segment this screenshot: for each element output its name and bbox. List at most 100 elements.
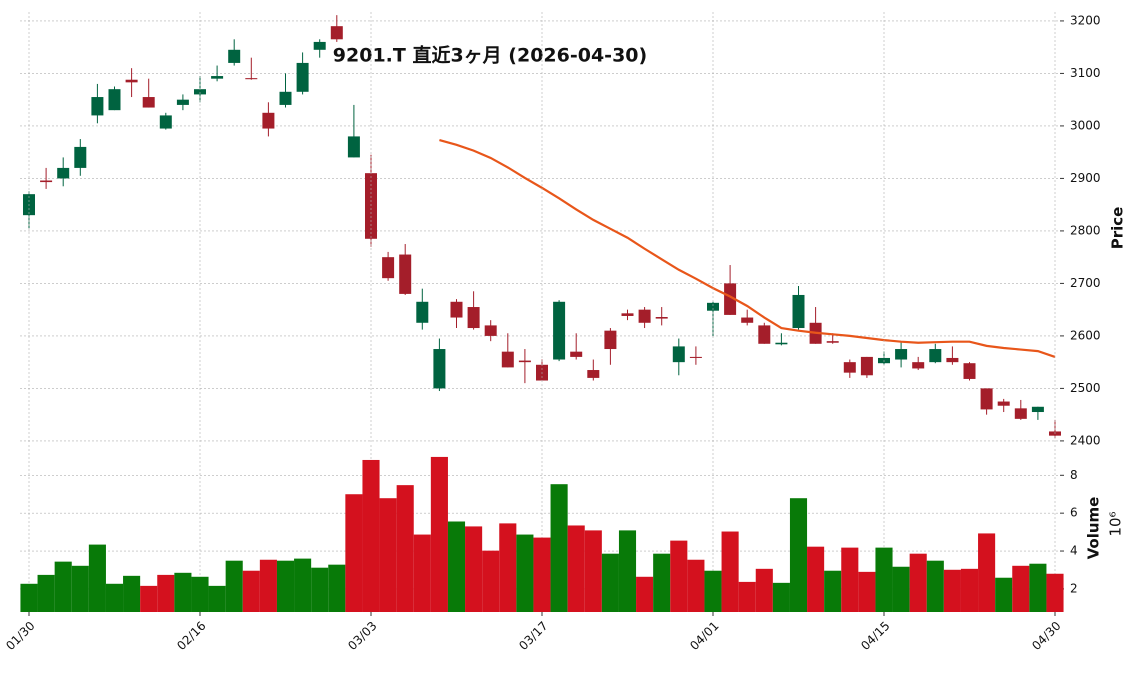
volume-bar: [140, 585, 158, 612]
volume-bar: [174, 572, 192, 612]
volume-bar: [892, 566, 910, 612]
y-axis-label: Price: [1109, 207, 1127, 250]
candle-body: [587, 370, 600, 378]
candle-body: [262, 112, 275, 129]
volume-bar: [465, 526, 483, 612]
candle-body: [467, 307, 480, 329]
volume-bar: [311, 567, 329, 612]
candle-body: [638, 309, 651, 323]
candle-body: [570, 351, 583, 357]
volume-bar: [550, 484, 568, 612]
y-tick-label: 8: [1070, 468, 1078, 482]
x-tick-label: 04/01: [687, 619, 721, 653]
candle-body: [997, 401, 1010, 406]
volume-bar: [328, 564, 346, 612]
x-tick-label: 04/15: [858, 619, 892, 653]
volume-bar: [259, 559, 277, 612]
candle-body: [347, 136, 360, 158]
candle-body: [689, 356, 702, 358]
candle-body: [245, 78, 258, 80]
candle-body: [775, 342, 788, 345]
volume-bar: [499, 523, 517, 612]
candle-body: [672, 346, 685, 363]
volume-bar: [687, 559, 705, 612]
candle-body: [91, 97, 104, 116]
x-tick-label: 04/30: [1029, 619, 1063, 653]
candle-body: [57, 167, 70, 179]
candle-body: [1014, 408, 1027, 419]
y-tick-label: 2: [1070, 581, 1078, 595]
volume-bar: [789, 498, 808, 612]
candle-body: [74, 146, 87, 168]
volume-bar: [105, 583, 124, 612]
candle-body: [450, 301, 463, 318]
volume-bar: [54, 561, 72, 612]
candle-body: [416, 301, 429, 323]
candle-body: [399, 254, 412, 294]
volume-bar: [88, 544, 106, 612]
candle-body: [484, 325, 497, 336]
volume-bar: [430, 456, 448, 612]
offset-text: 10⁶: [1107, 511, 1125, 536]
candle-body: [707, 302, 719, 311]
candle-body: [724, 283, 737, 315]
candle-body: [501, 351, 514, 368]
volume-bar: [721, 531, 739, 612]
volume-bar: [807, 546, 825, 612]
candle-body: [912, 362, 925, 369]
volume-bar: [738, 581, 756, 612]
volume-bar: [841, 547, 859, 612]
volume-bar: [875, 547, 893, 612]
volume-bar: [601, 553, 619, 612]
volume-bar: [978, 533, 996, 612]
candle-body: [655, 317, 668, 319]
candle-body: [211, 76, 224, 79]
candle-body: [843, 362, 856, 373]
candle-body: [621, 313, 634, 316]
candle-body: [40, 180, 53, 183]
candle-body: [125, 79, 138, 83]
volume-bar: [294, 558, 312, 612]
candle-body: [929, 349, 942, 363]
volume-bar: [755, 568, 773, 612]
candle-body: [895, 349, 908, 360]
candle-body: [382, 257, 395, 279]
volume-bar: [926, 560, 944, 612]
volume-bar: [943, 569, 961, 612]
y-tick-label: 3000: [1070, 118, 1101, 132]
moving-average: [439, 139, 1056, 358]
y-tick-label: 2800: [1070, 223, 1101, 237]
candle-body: [860, 356, 873, 376]
volume-bar: [225, 560, 243, 612]
volume-bar: [636, 576, 654, 612]
y-tick-label: 3200: [1070, 13, 1101, 27]
candle-body: [963, 363, 976, 379]
candle-body: [553, 301, 566, 360]
volume-bar: [71, 565, 89, 612]
candle-body: [1031, 406, 1044, 413]
candle-body: [330, 26, 343, 40]
x-tick-label: 03/17: [516, 619, 550, 653]
volume-bar: [533, 537, 551, 612]
volume-bar: [618, 530, 637, 612]
volume-bar: [567, 525, 585, 612]
candle-body: [108, 89, 121, 111]
candle-body: [142, 97, 155, 108]
y-tick-label: 2700: [1070, 276, 1101, 290]
volume-bar: [396, 485, 414, 612]
y-tick-label: 2600: [1070, 328, 1101, 342]
volume-bar: [157, 574, 175, 612]
volume-bar: [1012, 565, 1030, 612]
volume-bar: [413, 534, 431, 612]
candle-body: [518, 360, 531, 363]
volume-bar: [584, 530, 602, 612]
candle-body: [604, 330, 617, 350]
volume-bar: [824, 570, 842, 612]
candle-body: [946, 357, 959, 363]
y-tick-label: 3100: [1070, 66, 1101, 80]
candle-body: [194, 89, 206, 95]
volume-bar: [20, 583, 38, 612]
chart-title: 9201.T 直近3ヶ月 (2026-04-30): [333, 44, 647, 67]
volume-bar: [191, 576, 209, 612]
